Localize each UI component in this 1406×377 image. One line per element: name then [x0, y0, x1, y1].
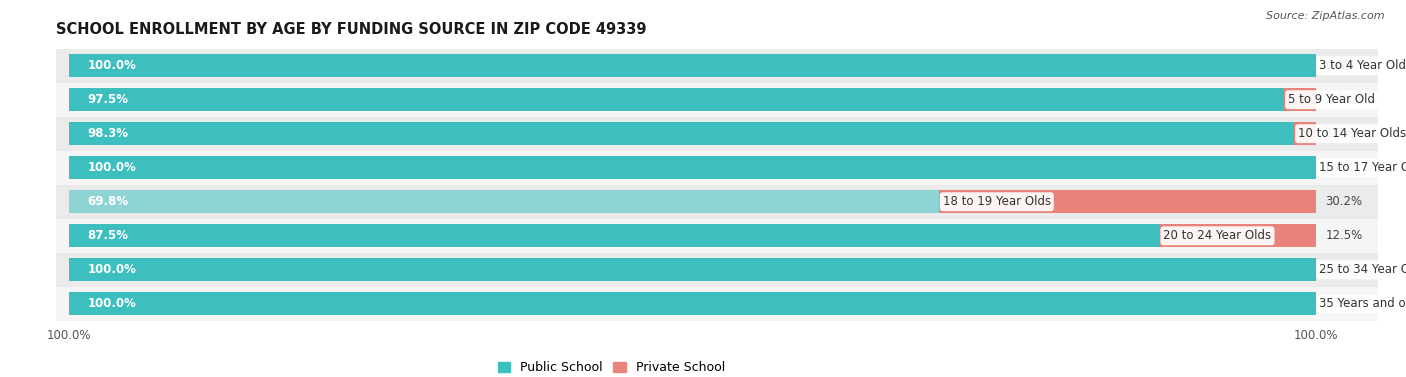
Text: 0.0%: 0.0%	[1326, 297, 1355, 310]
Text: 35 Years and over: 35 Years and over	[1319, 297, 1406, 310]
Bar	[69, 258, 1316, 281]
Text: 69.8%: 69.8%	[87, 195, 128, 208]
Text: 30.2%: 30.2%	[1326, 195, 1362, 208]
Text: 100.0%: 100.0%	[87, 59, 136, 72]
Bar	[69, 54, 1316, 77]
Text: 0.0%: 0.0%	[1326, 59, 1355, 72]
Bar	[1295, 122, 1316, 145]
Bar	[56, 83, 1378, 117]
Text: 1.7%: 1.7%	[1326, 127, 1355, 140]
Text: 100.0%: 100.0%	[87, 161, 136, 174]
Text: 97.5%: 97.5%	[87, 93, 128, 106]
Bar	[69, 122, 1295, 145]
Bar	[1160, 224, 1316, 247]
Text: 15 to 17 Year Olds: 15 to 17 Year Olds	[1319, 161, 1406, 174]
Text: SCHOOL ENROLLMENT BY AGE BY FUNDING SOURCE IN ZIP CODE 49339: SCHOOL ENROLLMENT BY AGE BY FUNDING SOUR…	[56, 22, 647, 37]
Text: 12.5%: 12.5%	[1326, 229, 1362, 242]
Bar	[69, 190, 939, 213]
Text: 0.0%: 0.0%	[1326, 263, 1355, 276]
Text: 100.0%: 100.0%	[87, 297, 136, 310]
Text: 0.0%: 0.0%	[1326, 161, 1355, 174]
Bar	[69, 292, 1316, 316]
Text: 2.5%: 2.5%	[1326, 93, 1355, 106]
Text: 87.5%: 87.5%	[87, 229, 128, 242]
Bar	[56, 253, 1378, 287]
Bar	[56, 219, 1378, 253]
Text: 25 to 34 Year Olds: 25 to 34 Year Olds	[1319, 263, 1406, 276]
Legend: Public School, Private School: Public School, Private School	[494, 356, 730, 377]
Text: 98.3%: 98.3%	[87, 127, 128, 140]
Text: 3 to 4 Year Olds: 3 to 4 Year Olds	[1319, 59, 1406, 72]
Bar	[939, 190, 1316, 213]
Bar	[56, 117, 1378, 151]
Text: 18 to 19 Year Olds: 18 to 19 Year Olds	[943, 195, 1050, 208]
Text: 20 to 24 Year Olds: 20 to 24 Year Olds	[1163, 229, 1271, 242]
Bar	[69, 88, 1284, 111]
Bar	[69, 156, 1316, 179]
Bar	[56, 287, 1378, 321]
Bar	[56, 49, 1378, 83]
Text: 100.0%: 100.0%	[87, 263, 136, 276]
Bar	[56, 151, 1378, 185]
Text: 5 to 9 Year Old: 5 to 9 Year Old	[1288, 93, 1375, 106]
Bar	[56, 185, 1378, 219]
Text: 10 to 14 Year Olds: 10 to 14 Year Olds	[1298, 127, 1406, 140]
Bar	[69, 224, 1160, 247]
Text: Source: ZipAtlas.com: Source: ZipAtlas.com	[1267, 11, 1385, 21]
Bar	[1284, 88, 1316, 111]
